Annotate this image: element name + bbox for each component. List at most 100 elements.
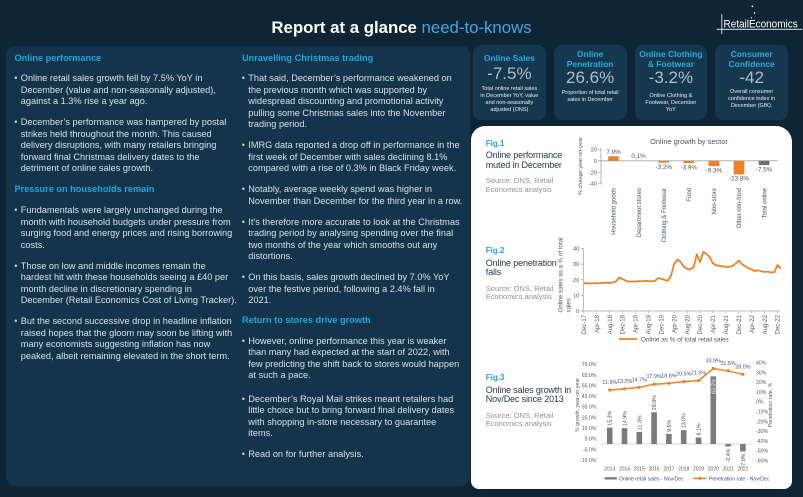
svg-text:15.0%: 15.0%	[582, 426, 597, 432]
svg-text:13.2%: 13.2%	[617, 379, 632, 385]
svg-text:Department stores: Department stores	[637, 188, 643, 237]
svg-text:Apr-19: Apr-19	[634, 314, 640, 333]
svg-text:20.5%: 20.5%	[676, 372, 691, 378]
svg-text:Dec-17: Dec-17	[582, 314, 588, 334]
svg-text:0: 0	[594, 159, 597, 165]
svg-text:-3.9%: -3.9%	[681, 164, 698, 171]
svg-text:9.5%: 9.5%	[667, 420, 673, 432]
svg-text:Online as % of total retail sa: Online as % of total retail sales	[641, 336, 729, 343]
svg-text:10: 10	[573, 294, 579, 300]
svg-text:RetailEconomics: RetailEconomics	[724, 19, 798, 31]
svg-text:-9.3%: -9.3%	[706, 167, 723, 174]
svg-text:2016: 2016	[649, 466, 660, 472]
svg-text:21.5%: 21.5%	[691, 371, 706, 377]
svg-text:0%: 0%	[756, 400, 764, 406]
svg-text:25.0%: 25.0%	[582, 415, 597, 421]
svg-text:Apr-21: Apr-21	[711, 314, 717, 333]
svg-text:Aug-21: Aug-21	[724, 314, 730, 334]
svg-text:2019: 2019	[693, 466, 704, 472]
svg-text:2021: 2021	[723, 466, 734, 472]
svg-text:13.0%: 13.0%	[682, 413, 688, 428]
svg-text:Non-store: Non-store	[712, 187, 718, 214]
svg-text:-40%: -40%	[756, 439, 768, 445]
svg-text:0: 0	[576, 309, 579, 315]
svg-text:-2.4%: -2.4%	[726, 448, 732, 462]
svg-text:Dec-21: Dec-21	[737, 314, 743, 334]
svg-text:-40: -40	[589, 182, 597, 188]
svg-text:Dec-18: Dec-18	[621, 314, 627, 334]
svg-text:2017: 2017	[663, 466, 674, 472]
svg-text:75.0%: 75.0%	[582, 362, 597, 368]
svg-text:Clothing & Footwear: Clothing & Footwear	[662, 188, 668, 242]
svg-text:63.5%: 63.5%	[711, 379, 717, 394]
svg-text:Apr-18: Apr-18	[595, 314, 601, 333]
svg-text:-50%: -50%	[756, 449, 768, 455]
svg-text:18.8%: 18.8%	[661, 373, 676, 379]
svg-text:Total online: Total online	[762, 187, 768, 218]
svg-text:29.9%: 29.9%	[652, 395, 658, 410]
svg-text:15.3%: 15.3%	[608, 410, 614, 425]
svg-text:17.9%: 17.9%	[646, 374, 661, 380]
svg-text:20%: 20%	[756, 380, 767, 386]
svg-text:-20%: -20%	[756, 419, 768, 425]
svg-text:Food: Food	[687, 188, 693, 202]
svg-text:2020: 2020	[708, 466, 719, 472]
svg-text:20: 20	[573, 278, 579, 284]
svg-text:11.9%: 11.9%	[602, 380, 617, 386]
svg-text:2014: 2014	[619, 466, 630, 472]
svg-text:-7.5%: -7.5%	[756, 166, 773, 173]
svg-text:Dec-22: Dec-22	[776, 314, 782, 334]
svg-text:-3.2%: -3.2%	[655, 164, 672, 171]
svg-text:Aug-20: Aug-20	[685, 314, 691, 334]
svg-text:2018: 2018	[678, 466, 689, 472]
svg-text:Penetration rate, %: Penetration rate, %	[768, 382, 774, 427]
svg-text:30: 30	[573, 262, 579, 268]
svg-text:-10%: -10%	[756, 410, 768, 416]
svg-text:Dec-19: Dec-19	[660, 314, 666, 334]
svg-text:2013: 2013	[604, 466, 615, 472]
svg-text:33.9%: 33.9%	[706, 359, 721, 365]
svg-text:% growth, year-on-year: % growth, year-on-year	[575, 378, 581, 432]
svg-text:Online growth by sector: Online growth by sector	[650, 137, 728, 146]
svg-text:-7.0%: -7.0%	[741, 453, 747, 467]
svg-text:28.0%: 28.0%	[735, 364, 750, 370]
svg-text:Other non-food: Other non-food	[737, 188, 743, 228]
svg-text:65.0%: 65.0%	[582, 373, 597, 379]
svg-text:Dec-20: Dec-20	[698, 314, 704, 334]
svg-text:35.0%: 35.0%	[582, 405, 597, 411]
svg-text:Aug-22: Aug-22	[763, 314, 769, 334]
svg-text:31.5%: 31.5%	[720, 361, 735, 367]
svg-text:sales: sales	[565, 298, 572, 312]
svg-text:-23.8%: -23.8%	[729, 176, 749, 183]
svg-text:Aug-18: Aug-18	[608, 314, 614, 334]
svg-text:7.9%: 7.9%	[606, 149, 621, 156]
svg-text:30%: 30%	[756, 370, 767, 376]
svg-text:2015: 2015	[634, 466, 645, 472]
svg-text:Apr-22: Apr-22	[750, 314, 756, 333]
svg-text:14.9%: 14.9%	[623, 411, 629, 426]
svg-text:% change year-on-year: % change year-on-year	[578, 137, 584, 195]
svg-text:Online sales as a % of total: Online sales as a % of total	[558, 238, 565, 313]
svg-text:-15.0%: -15.0%	[580, 458, 597, 464]
svg-text:2022: 2022	[737, 466, 748, 472]
svg-text:20: 20	[591, 148, 597, 154]
svg-text:14.7%: 14.7%	[632, 377, 647, 383]
svg-text:40%: 40%	[756, 361, 767, 367]
svg-text:5.0%: 5.0%	[585, 437, 597, 443]
svg-text:11.3%: 11.3%	[637, 415, 643, 430]
svg-text:40: 40	[573, 247, 579, 253]
svg-text:Aug-19: Aug-19	[647, 314, 653, 334]
svg-text:55.0%: 55.0%	[582, 383, 597, 389]
svg-text:Apr-20: Apr-20	[672, 314, 678, 333]
svg-text:-5.0%: -5.0%	[583, 447, 597, 453]
svg-text:Online retail sales - Nov/Dec: Online retail sales - Nov/Dec	[619, 476, 684, 482]
svg-text:-30%: -30%	[756, 429, 768, 435]
svg-text:45.0%: 45.0%	[582, 394, 597, 400]
svg-text:Household goods: Household goods	[612, 188, 618, 235]
svg-text:6.1%: 6.1%	[697, 423, 703, 435]
svg-text:-60%: -60%	[756, 459, 768, 465]
svg-text:Penetration rate - Nov/Dec: Penetration rate - Nov/Dec	[709, 476, 770, 482]
svg-text:0.1%: 0.1%	[631, 153, 646, 160]
svg-text:-20: -20	[589, 170, 597, 176]
svg-text:10%: 10%	[756, 390, 767, 396]
